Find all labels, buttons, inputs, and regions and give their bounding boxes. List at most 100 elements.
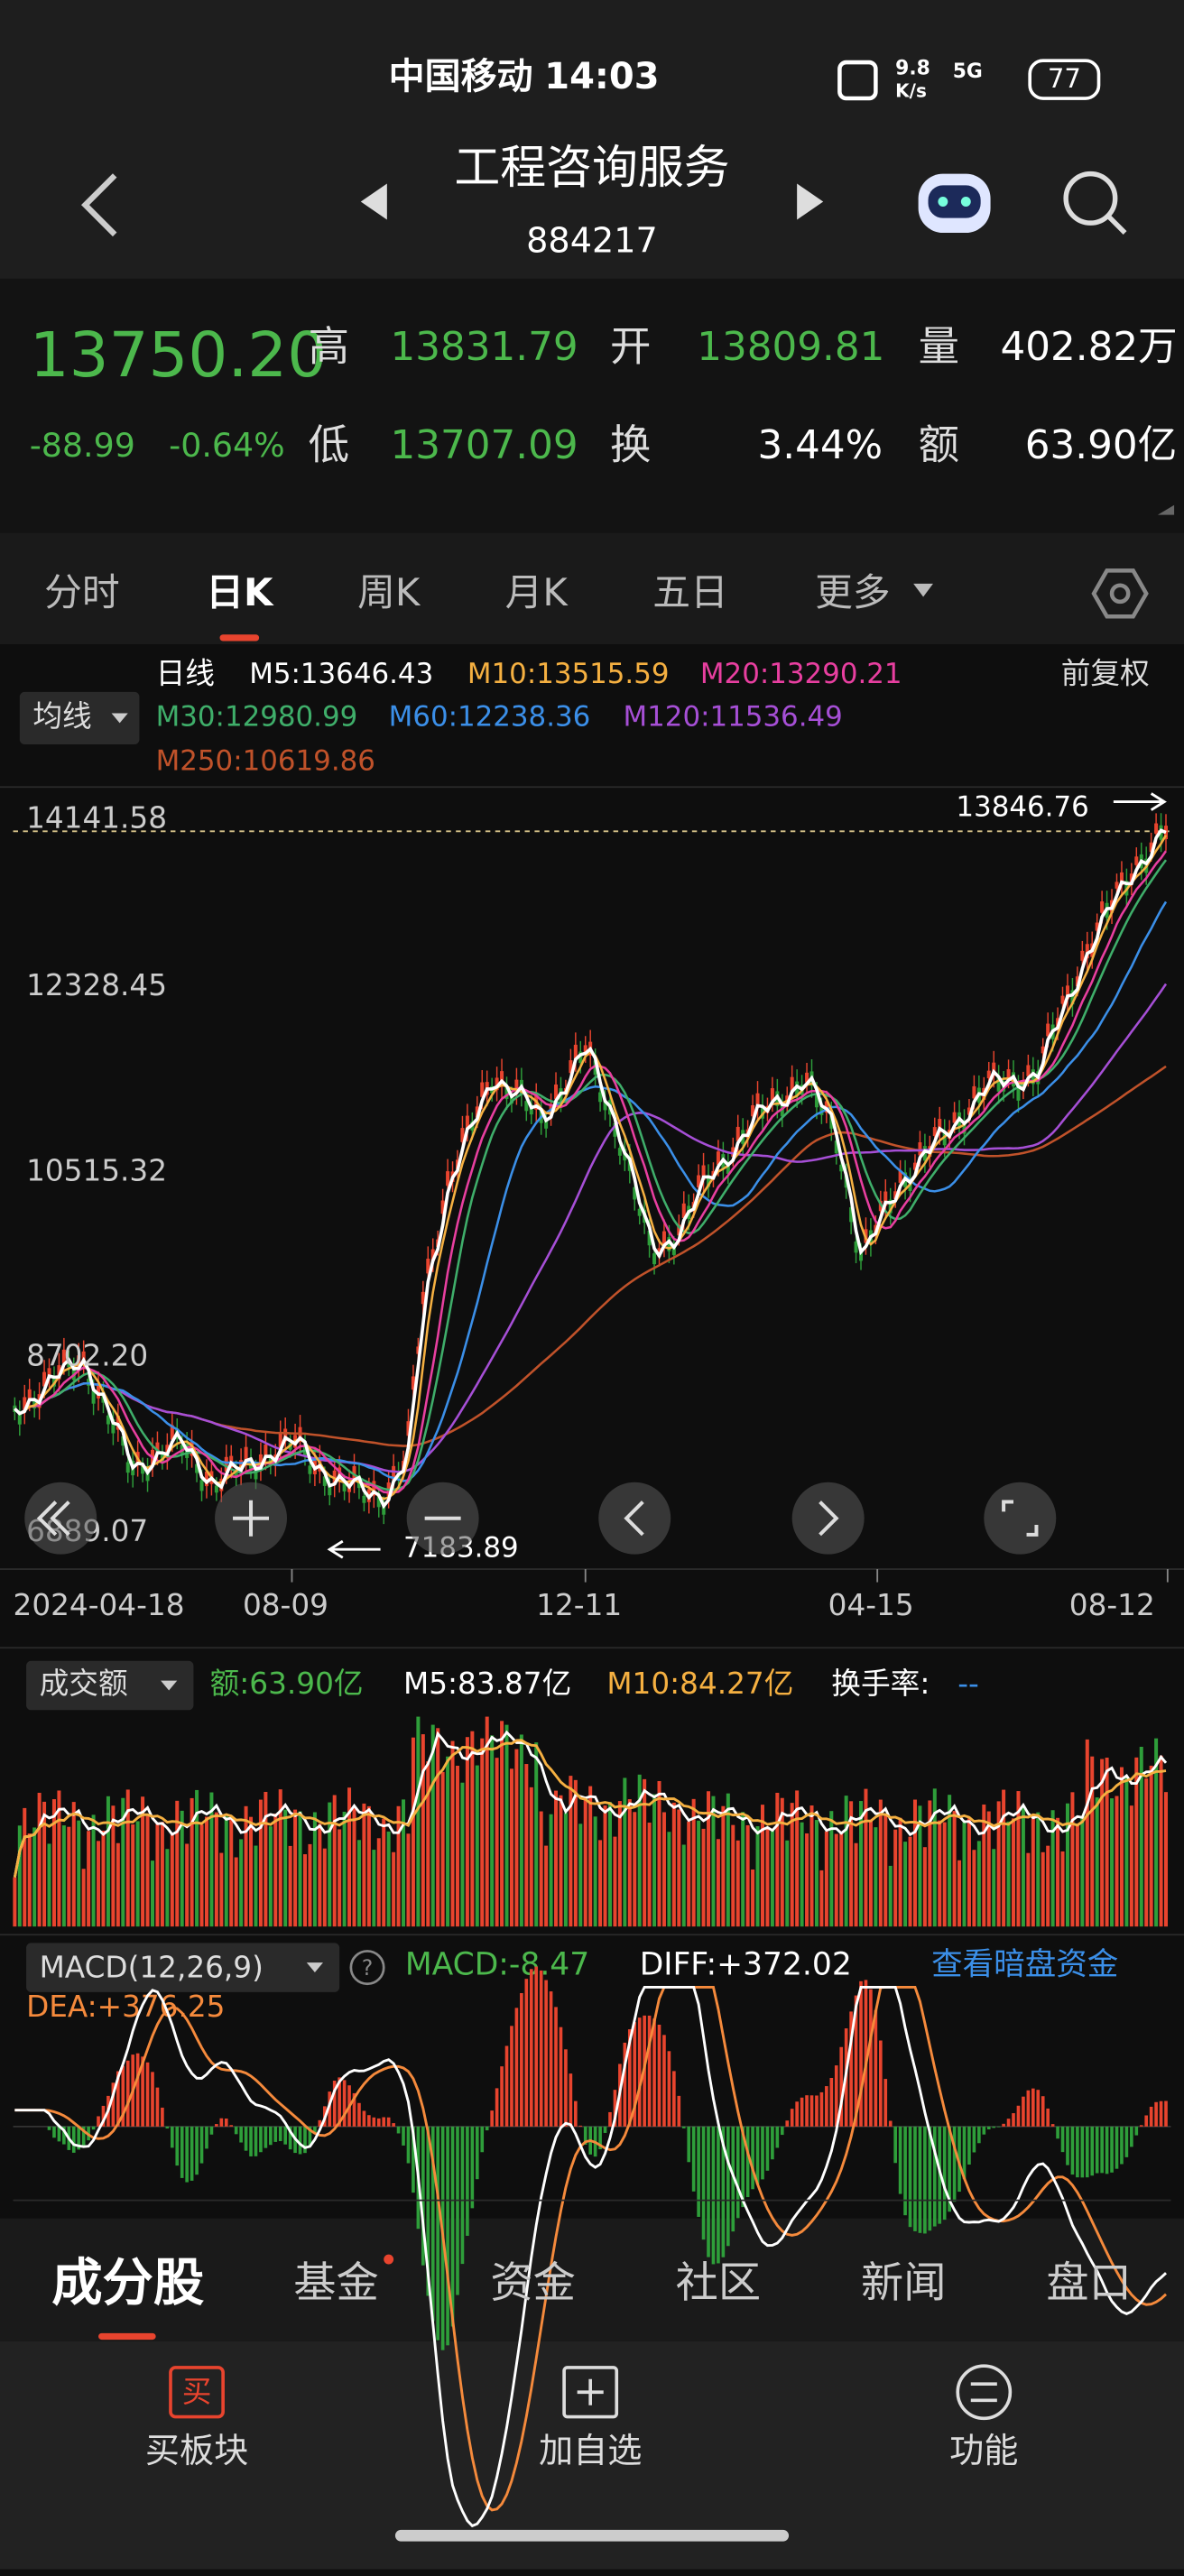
macd-bar xyxy=(1056,2126,1059,2139)
macd-bar xyxy=(195,2126,199,2175)
bottom-tab[interactable]: 新闻 xyxy=(861,2258,946,2308)
macd-bar xyxy=(229,2125,234,2127)
battery-level: 77 xyxy=(1048,63,1081,94)
tab[interactable]: 日K xyxy=(206,570,274,614)
settings-button[interactable] xyxy=(1091,568,1149,619)
volume-bar xyxy=(475,1765,479,1927)
volume-bar xyxy=(141,1796,145,1927)
volume-bar xyxy=(145,1815,150,1927)
next-button[interactable] xyxy=(797,183,824,220)
macd-bar xyxy=(209,2126,214,2135)
action-label[interactable]: 加自选 xyxy=(539,2431,642,2470)
macd-bar xyxy=(662,2035,666,2127)
macd-bar xyxy=(57,2126,61,2142)
volume-bar xyxy=(338,1829,342,1927)
macd-bar xyxy=(244,2126,248,2151)
candle-body xyxy=(1119,872,1124,886)
macd-bar xyxy=(215,2124,218,2127)
macd-bar xyxy=(883,2079,888,2127)
volume-bar xyxy=(455,1765,459,1927)
macd-bar xyxy=(219,2118,224,2127)
candle-body xyxy=(244,1446,248,1462)
tab[interactable]: 月K xyxy=(505,570,569,614)
function-icon[interactable] xyxy=(956,2364,1013,2421)
bottom-tab[interactable]: 基金 xyxy=(293,2258,378,2308)
volume-bar xyxy=(524,1764,529,1927)
volume-selector[interactable] xyxy=(26,1660,194,1711)
volume-bar xyxy=(770,1830,774,1927)
tab[interactable]: 周K xyxy=(357,570,421,614)
dark-pool-link[interactable]: 查看暗盘资金 xyxy=(931,1946,1118,1982)
chart-control[interactable] xyxy=(791,1482,865,1555)
bottom-tab[interactable]: 资金 xyxy=(490,2258,575,2308)
chart-control[interactable] xyxy=(598,1482,671,1555)
macd-bar xyxy=(731,2126,735,2232)
candle-body xyxy=(411,1376,415,1390)
macd-bar xyxy=(657,2024,661,2127)
back-button[interactable] xyxy=(80,173,117,237)
prev-button[interactable] xyxy=(360,183,387,220)
candle-body xyxy=(1031,1069,1035,1085)
buy-icon[interactable] xyxy=(169,2366,225,2419)
field-label: 额 xyxy=(919,421,959,469)
macd-bar xyxy=(613,2090,617,2127)
chart-control[interactable] xyxy=(24,1482,97,1555)
network: 5G xyxy=(953,60,983,83)
macd-bar xyxy=(165,2126,170,2129)
volume-bar xyxy=(500,1721,504,1927)
bottom-tab[interactable]: 盘口 xyxy=(1046,2258,1131,2308)
macd-bar xyxy=(972,2126,976,2153)
ma-selector[interactable] xyxy=(19,691,140,744)
candle-body xyxy=(278,1433,282,1448)
volume-bar xyxy=(239,1839,244,1927)
add-icon[interactable] xyxy=(562,2366,619,2419)
macd-bar xyxy=(111,2082,116,2127)
chart-control[interactable] xyxy=(984,1482,1057,1555)
macd-bar xyxy=(627,2029,632,2127)
price-axis-label: 12328.45 xyxy=(26,968,167,1002)
macd-bar xyxy=(430,2126,435,2322)
volume-bar xyxy=(593,1816,597,1927)
volume-bar xyxy=(362,1803,366,1927)
volume-bar xyxy=(819,1870,824,1927)
help-icon[interactable] xyxy=(349,1950,385,1986)
candle-body xyxy=(416,1346,421,1354)
tab[interactable]: 分时 xyxy=(44,570,120,614)
candle-body xyxy=(790,1076,794,1091)
candle-body xyxy=(544,1120,549,1129)
macd-bar xyxy=(283,2126,288,2145)
bottom-tab[interactable]: 成分股 xyxy=(51,2254,204,2313)
candle-body xyxy=(780,1104,784,1117)
tab[interactable]: 更多 xyxy=(815,570,891,614)
action-label[interactable]: 功能 xyxy=(949,2431,1018,2470)
macd-bar xyxy=(426,2126,430,2296)
adjust-mode[interactable]: 前复权 xyxy=(1061,657,1150,691)
bottom-tab[interactable]: 社区 xyxy=(676,2258,761,2308)
volume-bar xyxy=(697,1820,701,1927)
volume-bar xyxy=(928,1800,932,1927)
ma-value: M120:11536.49 xyxy=(624,700,843,733)
volume-bar xyxy=(37,1792,42,1927)
macd-selector[interactable] xyxy=(26,1943,340,1992)
tab[interactable]: 五日 xyxy=(652,570,728,614)
volume-bar xyxy=(868,1821,873,1927)
field-label: 开 xyxy=(610,323,651,371)
macd-bar xyxy=(923,2126,927,2234)
volume-bar xyxy=(1159,1755,1163,1927)
macd-bar xyxy=(303,2126,307,2154)
ma-selector-label: 均线 xyxy=(32,699,91,734)
candle-body xyxy=(681,1203,686,1218)
action-label[interactable]: 买板块 xyxy=(145,2431,248,2470)
volume-bar xyxy=(948,1795,952,1927)
volume-bar xyxy=(224,1816,228,1927)
macd-bar xyxy=(745,2126,750,2198)
volume-bar xyxy=(745,1824,750,1927)
macd-bar xyxy=(800,2097,804,2127)
candle-body xyxy=(918,1142,922,1156)
search-button[interactable] xyxy=(1063,171,1127,235)
candle-body xyxy=(160,1453,164,1462)
robot-icon[interactable] xyxy=(918,173,991,234)
candle-body xyxy=(854,1241,858,1253)
volume-bar xyxy=(864,1788,868,1927)
candle-body xyxy=(814,1094,819,1108)
